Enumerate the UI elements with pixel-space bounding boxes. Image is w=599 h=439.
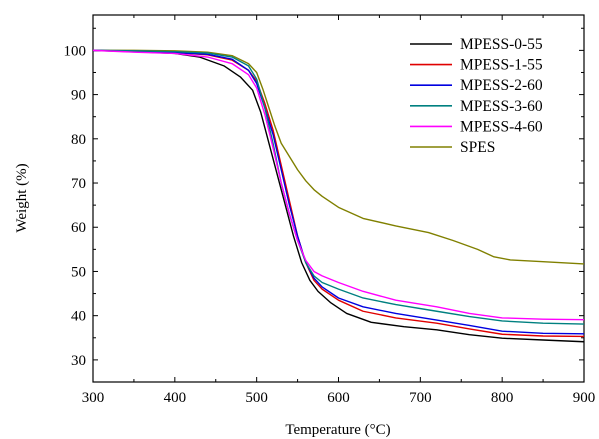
x-tick-label: 400 bbox=[164, 390, 187, 406]
legend-label: MPESS-1-55 bbox=[460, 57, 543, 74]
y-tick-label: 40 bbox=[71, 309, 86, 325]
series-line-mpess-0-55 bbox=[92, 49, 585, 343]
y-tick-label: 100 bbox=[64, 43, 87, 59]
axis-ticks bbox=[92, 15, 585, 382]
y-tick-label: 80 bbox=[71, 132, 86, 148]
legend-label: SPES bbox=[460, 139, 495, 156]
y-tick-label: 50 bbox=[71, 264, 86, 280]
legend-label: MPESS-3-60 bbox=[460, 98, 543, 115]
y-tick-label: 70 bbox=[71, 176, 86, 192]
y-tick-label: 60 bbox=[71, 220, 86, 236]
y-axis-title: Weight (%) bbox=[14, 163, 30, 232]
legend-label: MPESS-4-60 bbox=[460, 118, 543, 135]
x-axis-title: Temperature (°C) bbox=[285, 422, 390, 438]
legend: MPESS-0-55 MPESS-1-55 MPESS-2-60 MPESS-3-60… bbox=[410, 36, 543, 156]
x-tick-label: 700 bbox=[409, 390, 432, 406]
series-lines bbox=[92, 49, 585, 343]
legend-label: MPESS-0-55 bbox=[460, 36, 543, 53]
x-tick-label: 900 bbox=[573, 390, 596, 406]
x-tick-label: 600 bbox=[327, 390, 350, 406]
series-line-spes bbox=[93, 49, 585, 265]
x-tick-label: 300 bbox=[82, 390, 105, 406]
series-line-mpess-2-60 bbox=[92, 49, 585, 335]
y-tick-label: 90 bbox=[71, 88, 86, 104]
x-tick-label: 800 bbox=[491, 390, 514, 406]
y-tick-label: 30 bbox=[71, 353, 86, 369]
legend-label: MPESS-2-60 bbox=[460, 77, 543, 94]
series-line-mpess-4-60 bbox=[92, 49, 585, 321]
x-tick-label: 500 bbox=[245, 390, 268, 406]
tick-labels: 300 400 500 600 700 800 900 30 40 50 60 70 80 90 100 bbox=[64, 43, 596, 406]
